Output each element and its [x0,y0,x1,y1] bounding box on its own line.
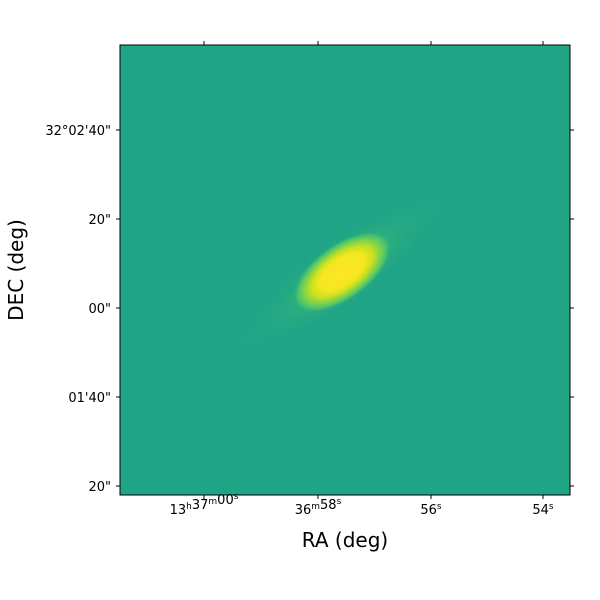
y-tick-label: 20" [88,480,111,495]
x-axis-label: RA (deg) [302,528,388,552]
plot-frame [119,44,571,496]
galaxy-core [292,231,392,313]
y-tick-label: 01'40" [68,391,111,406]
x-axis-ticks: 13h37m00s 36m58s 56s 54s [170,41,554,518]
plot-area [119,44,571,496]
y-tick-label: 32°02'40" [45,124,111,139]
y-tick-label: 20" [88,213,111,228]
y-tick-label: 00" [88,302,111,317]
x-tick-label: 13h37m00s [170,492,239,518]
x-tick-label: 56s [420,502,442,518]
x-tick-label: 54s [532,502,554,518]
y-axis-ticks: 32°02'40" 20" 00" 01'40" 20" [45,124,574,495]
x-tick-label: 36m58s [295,497,342,518]
y-axis-label: DEC (deg) [4,219,28,321]
